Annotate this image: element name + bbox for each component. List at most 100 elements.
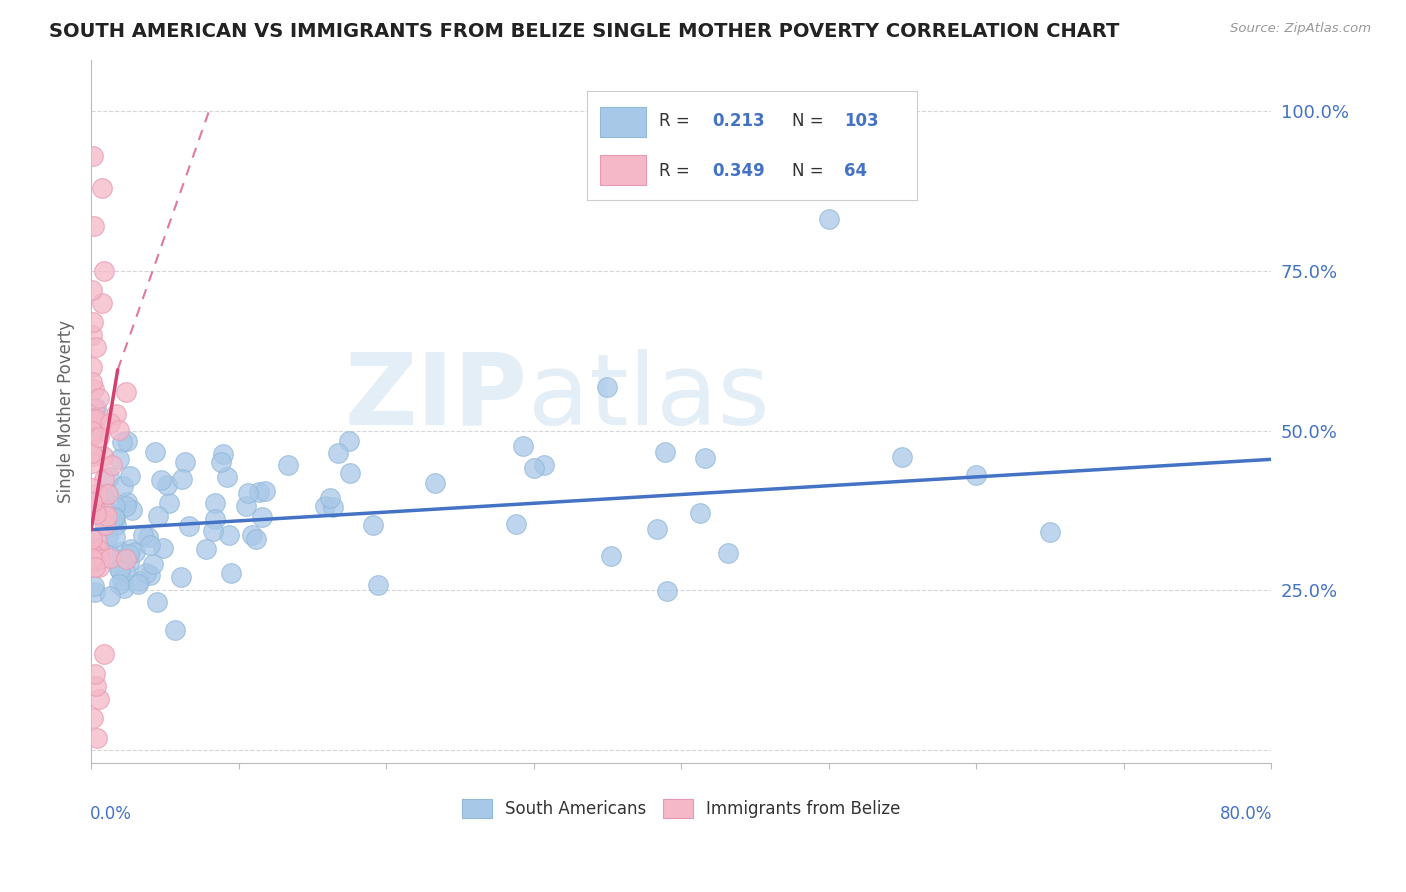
Point (202, 524, 225, 538)
Point (112, 582, 135, 596)
Point (111, 434, 134, 449)
Point (80, 457, 103, 471)
Point (93, 491, 115, 505)
Point (89, 552, 111, 566)
Point (367, 578, 389, 592)
Point (98, 417, 121, 431)
Point (596, 380, 619, 394)
Point (361, 518, 384, 533)
Point (135, 566, 157, 580)
Point (87, 391, 110, 405)
Text: atlas: atlas (527, 349, 769, 446)
Point (111, 573, 134, 587)
Point (115, 552, 138, 566)
Point (80, 424, 103, 438)
Point (194, 542, 217, 557)
Point (80, 446, 103, 460)
Point (90, 295, 112, 310)
Point (83, 401, 105, 416)
Point (142, 557, 165, 571)
Point (319, 491, 342, 505)
Point (156, 478, 179, 492)
Point (80, 327, 103, 342)
Point (82, 711, 104, 725)
Point (212, 447, 235, 461)
Point (86, 731, 108, 745)
Point (118, 555, 141, 569)
Point (89, 560, 111, 574)
Point (83, 579, 105, 593)
Point (240, 528, 263, 542)
Point (104, 499, 127, 513)
Point (124, 544, 146, 558)
Point (118, 469, 141, 483)
Point (149, 473, 172, 487)
Point (103, 510, 125, 524)
Point (87, 545, 110, 559)
Point (717, 546, 740, 560)
Text: SOUTH AMERICAN VS IMMIGRANTS FROM BELIZE SINGLE MOTHER POVERTY CORRELATION CHART: SOUTH AMERICAN VS IMMIGRANTS FROM BELIZE… (49, 22, 1119, 41)
Point (98, 550, 121, 565)
Point (689, 507, 711, 521)
Point (423, 475, 446, 490)
Point (326, 446, 349, 460)
Point (209, 455, 232, 469)
Point (136, 530, 159, 544)
Point (104, 530, 127, 544)
Point (83, 552, 105, 566)
Point (80, 481, 103, 495)
Point (83, 219, 105, 233)
Point (83, 412, 105, 426)
Text: 0.0%: 0.0% (90, 805, 132, 823)
Point (80, 503, 103, 517)
Point (82, 148, 104, 162)
Point (82, 375, 104, 389)
Point (82, 500, 104, 514)
Point (128, 574, 150, 588)
Point (97, 487, 120, 501)
Point (253, 483, 276, 498)
Point (172, 472, 194, 486)
Point (645, 522, 668, 536)
Legend: South Americans, Immigrants from Belize: South Americans, Immigrants from Belize (456, 793, 907, 825)
Point (86, 533, 108, 548)
Point (93, 503, 115, 517)
Point (179, 519, 201, 533)
Point (891, 450, 914, 464)
Point (104, 511, 127, 525)
Point (218, 528, 240, 542)
Point (80, 495, 103, 509)
Point (82, 537, 104, 551)
Point (100, 549, 122, 563)
Point (84, 401, 107, 415)
Point (93, 263, 115, 277)
Point (97, 469, 120, 483)
Point (83, 548, 105, 562)
Point (127, 577, 149, 591)
Point (108, 423, 131, 437)
Point (523, 460, 546, 475)
Point (80, 426, 103, 441)
Point (93, 449, 115, 463)
Point (600, 549, 623, 563)
Point (80, 494, 103, 508)
Point (114, 385, 136, 400)
Point (100, 458, 122, 473)
Point (249, 485, 271, 500)
Point (96, 508, 118, 523)
Point (87, 430, 110, 444)
Point (693, 451, 716, 466)
Point (170, 570, 193, 584)
Point (505, 516, 527, 531)
Point (82, 532, 104, 546)
Point (121, 502, 143, 516)
Point (235, 499, 257, 513)
Text: ZIP: ZIP (344, 349, 527, 446)
Point (97, 529, 120, 543)
Point (83, 560, 105, 574)
Point (139, 567, 162, 582)
Point (84, 507, 107, 521)
Text: 80.0%: 80.0% (1220, 805, 1272, 823)
Point (82, 495, 104, 509)
Point (339, 467, 361, 481)
